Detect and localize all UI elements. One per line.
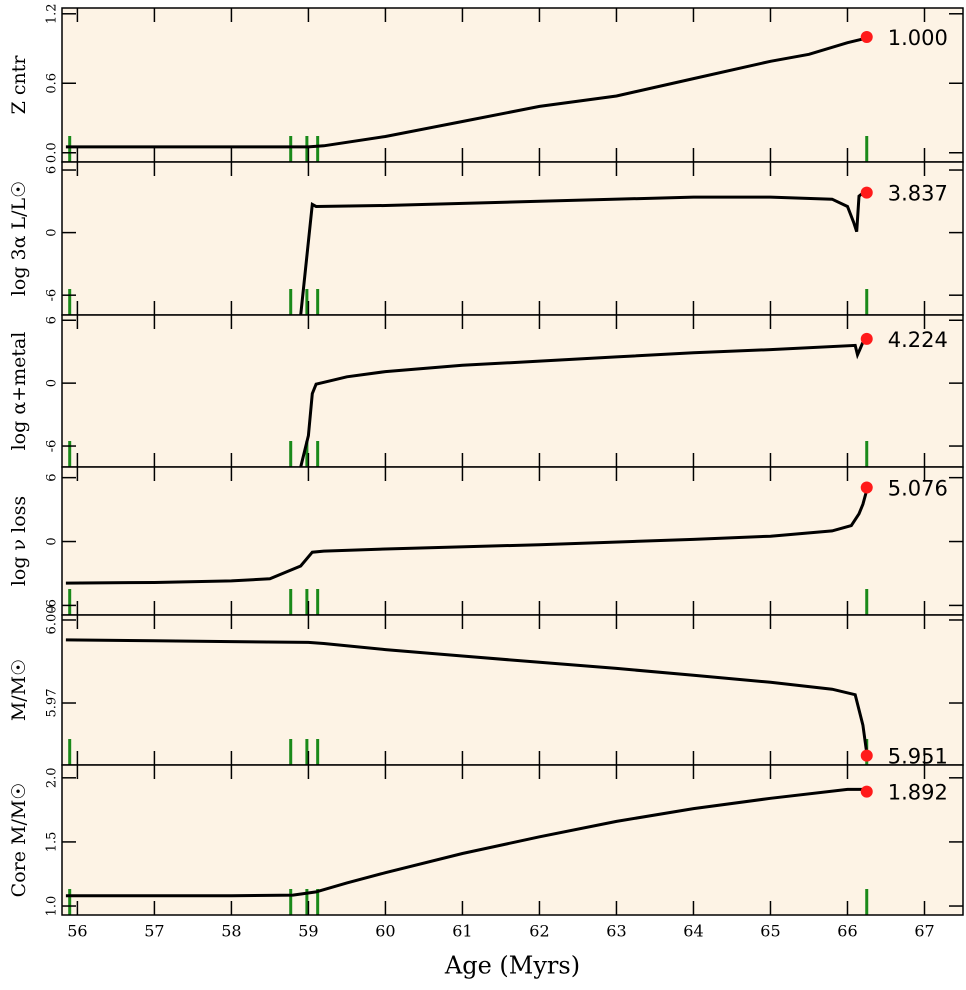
- x-tick-label: 67: [914, 922, 934, 941]
- value-label: 4.224: [888, 328, 948, 352]
- current-point: [860, 30, 873, 43]
- x-tick-label: 59: [298, 922, 318, 941]
- x-tick-label: 65: [760, 922, 780, 941]
- y-tick-label: 1.5: [45, 832, 60, 853]
- value-label: 3.837: [888, 182, 948, 206]
- y-tick-label: 0: [45, 379, 60, 387]
- x-axis-label: Age (Myrs): [444, 952, 580, 980]
- data-line: [65, 490, 869, 585]
- y-axis-label: log α+metal: [8, 332, 30, 451]
- x-tick-label: 57: [144, 922, 164, 941]
- y-tick-label: 6.00: [45, 606, 60, 635]
- y-tick-label: 6: [45, 474, 60, 482]
- x-tick-label: 61: [452, 922, 472, 941]
- panel-background: [62, 162, 963, 315]
- current-point: [860, 186, 873, 199]
- current-point: [860, 749, 873, 762]
- value-label: 1.892: [888, 781, 948, 805]
- current-point: [860, 785, 873, 798]
- y-axis-label: log ν loss: [8, 496, 30, 586]
- data-line: [65, 787, 863, 898]
- y-tick-label: 0: [45, 228, 60, 236]
- y-tick-label: 5.97: [45, 689, 60, 718]
- current-point: [860, 332, 873, 345]
- y-tick-label: 6: [45, 316, 60, 324]
- data-line: [65, 638, 869, 754]
- y-tick-label: -6: [45, 289, 60, 302]
- y-axis-label: Core M/M☉: [8, 783, 30, 898]
- x-tick-label: 58: [221, 922, 241, 941]
- x-tick-label: 62: [529, 922, 549, 941]
- x-tick-label: 64: [683, 922, 703, 941]
- y-tick-label: -6: [45, 440, 60, 453]
- x-tick-label: 63: [606, 922, 626, 941]
- y-tick-label: 0.0: [45, 142, 60, 163]
- y-axis-label: Z cntr: [8, 55, 30, 115]
- data-line: [65, 36, 868, 149]
- y-tick-label: -6: [45, 599, 60, 612]
- y-tick-label: 0: [45, 537, 60, 545]
- panel-background: [62, 467, 963, 615]
- panel-background: [62, 765, 963, 915]
- current-point: [860, 481, 873, 494]
- data-line: [299, 191, 864, 315]
- panel-frame: [61, 764, 964, 916]
- value-label: 1.000: [888, 26, 948, 50]
- value-label: 5.076: [888, 476, 948, 500]
- y-axis-label: M/M☉: [8, 659, 30, 721]
- y-tick-label: 1.0: [45, 896, 60, 917]
- panel-background: [62, 315, 963, 467]
- x-tick-label: 60: [375, 922, 395, 941]
- y-tick-label: 6: [45, 166, 60, 174]
- y-tick-label: 1.2: [45, 3, 60, 24]
- y-tick-label: 0.6: [45, 73, 60, 94]
- data-line: [299, 341, 865, 467]
- panel-background: [62, 8, 963, 162]
- y-axis-label: log 3α L/L☉: [8, 181, 30, 296]
- y-tick-label: 2.0: [45, 767, 60, 788]
- x-tick-label: 66: [837, 922, 857, 941]
- x-tick-label: 56: [67, 922, 87, 941]
